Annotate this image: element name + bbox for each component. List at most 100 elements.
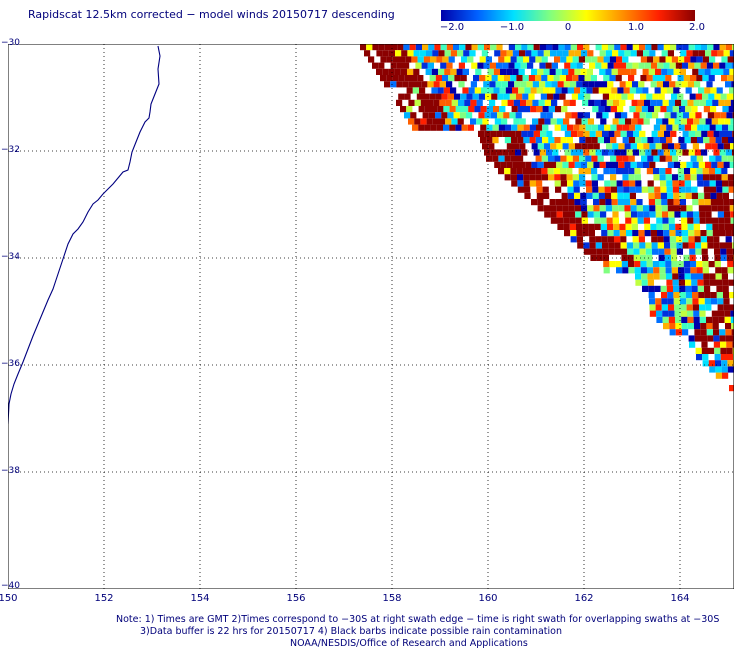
- wind-cell: [628, 174, 635, 181]
- wind-cell: [726, 130, 733, 137]
- wind-cell: [451, 99, 458, 106]
- wind-cell: [443, 106, 450, 113]
- wind-cell: [531, 161, 538, 168]
- wind-cell: [639, 112, 646, 119]
- wind-cell: [604, 106, 611, 113]
- wind-cell: [510, 168, 517, 175]
- wind-cell: [657, 44, 664, 51]
- wind-cell: [544, 211, 551, 218]
- wind-cell: [684, 267, 691, 274]
- wind-cell: [646, 93, 653, 100]
- wind-cell: [727, 155, 734, 162]
- wind-cell: [549, 68, 556, 75]
- wind-cell: [729, 199, 734, 206]
- wind-cell: [697, 137, 704, 144]
- wind-cell: [510, 155, 517, 162]
- wind-cell: [722, 372, 729, 379]
- wind-cell: [516, 93, 523, 100]
- wind-cell: [661, 68, 668, 75]
- wind-cell: [471, 62, 478, 69]
- wind-cell: [725, 44, 732, 51]
- wind-cell: [721, 155, 728, 162]
- wind-cell: [530, 106, 537, 113]
- wind-cell: [477, 62, 484, 69]
- wind-cell: [634, 174, 641, 181]
- wind-cell: [616, 180, 623, 187]
- wind-cell: [421, 81, 428, 88]
- wind-cell: [716, 192, 723, 199]
- wind-cell: [632, 236, 639, 243]
- wind-cell: [551, 99, 558, 106]
- wind-cell: [509, 130, 516, 137]
- wind-cell: [461, 124, 468, 131]
- wind-cell: [633, 112, 640, 119]
- wind-cell: [652, 248, 659, 255]
- wind-cell: [727, 354, 734, 361]
- wind-cell: [582, 223, 589, 230]
- wind-cell: [391, 44, 398, 51]
- wind-cell: [437, 87, 444, 94]
- wind-cell: [529, 180, 536, 187]
- wind-cell: [656, 118, 663, 125]
- lat-label: −34: [1, 252, 20, 262]
- wind-cell: [552, 149, 559, 156]
- wind-cell: [633, 248, 640, 255]
- wind-cell: [728, 180, 734, 187]
- wind-cell: [543, 205, 550, 212]
- wind-cell: [613, 223, 620, 230]
- wind-cell: [660, 186, 667, 193]
- wind-cell: [512, 50, 519, 57]
- wind-cell: [695, 248, 702, 255]
- wind-cell: [587, 50, 594, 57]
- colorbar-tick-label: −2.0: [439, 22, 465, 33]
- wind-cell: [574, 50, 581, 57]
- wind-cell: [720, 254, 727, 261]
- wind-cell: [632, 149, 639, 156]
- wind-cell: [611, 192, 618, 199]
- wind-cell: [498, 155, 505, 162]
- wind-cell: [609, 261, 616, 268]
- wind-cell: [485, 56, 492, 63]
- wind-cell: [694, 44, 701, 51]
- wind-cell: [714, 261, 721, 268]
- wind-cell: [461, 56, 468, 63]
- wind-cell: [714, 354, 721, 361]
- wind-cell: [571, 93, 578, 100]
- wind-cell: [707, 242, 714, 249]
- wind-cell: [629, 106, 636, 113]
- wind-cell: [633, 130, 640, 137]
- wind-cell: [517, 186, 524, 193]
- wind-cell: [405, 56, 412, 63]
- wind-cell: [555, 87, 562, 94]
- wind-cell: [585, 155, 592, 162]
- wind-cell: [662, 310, 669, 317]
- wind-cell: [557, 223, 564, 230]
- wind-cell: [413, 68, 420, 75]
- wind-cell: [655, 298, 662, 305]
- wind-cell: [590, 248, 597, 255]
- wind-cell: [628, 75, 635, 82]
- wind-cell: [730, 310, 734, 317]
- wind-cell: [680, 304, 687, 311]
- wind-cell: [519, 118, 526, 125]
- wind-cell: [683, 112, 690, 119]
- wind-cell: [682, 236, 689, 243]
- wind-cell: [680, 310, 687, 317]
- wind-cell: [553, 75, 560, 82]
- wind-cell: [716, 87, 723, 94]
- wind-cell: [515, 44, 522, 51]
- wind-cell: [505, 87, 512, 94]
- wind-cell: [649, 143, 656, 150]
- wind-cell: [653, 168, 660, 175]
- wind-cell: [603, 267, 610, 274]
- lon-label: 160: [478, 593, 498, 604]
- wind-cell: [724, 118, 731, 125]
- wind-cell: [453, 112, 460, 119]
- wind-cell: [462, 68, 469, 75]
- wind-cell: [540, 112, 547, 119]
- wind-cell: [726, 341, 733, 348]
- wind-cell: [729, 205, 734, 212]
- wind-cell: [692, 161, 699, 168]
- wind-cell: [439, 99, 446, 106]
- wind-cell: [547, 75, 554, 82]
